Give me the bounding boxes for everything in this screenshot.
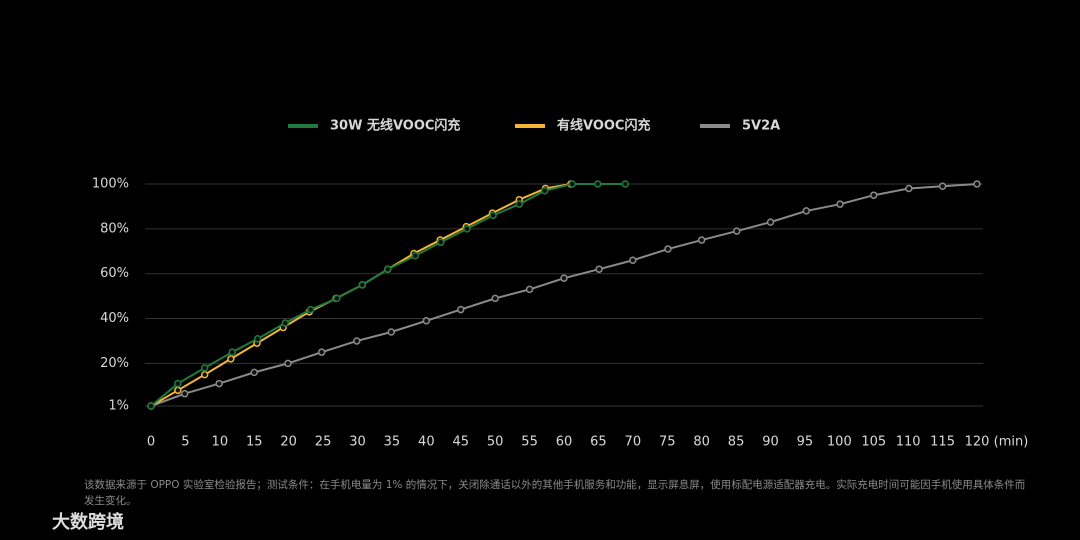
data-point (560, 274, 568, 282)
data-point (905, 184, 913, 193)
data-point (697, 236, 706, 244)
x-tick-label: 60 (556, 435, 573, 450)
watermark: 大数跨境 (52, 512, 124, 533)
x-tick-label: 10 (212, 435, 229, 450)
data-point (411, 252, 420, 260)
x-tick-label: 75 (659, 435, 676, 450)
y-tick-label: 1% (108, 399, 129, 414)
x-tick-label: 85 (728, 435, 745, 450)
x-tick-label: 100 (827, 435, 852, 450)
legend-label: 5V2A (742, 119, 780, 134)
x-axis-label: (min) (994, 435, 1029, 450)
data-point (664, 245, 672, 253)
y-tick-label: 20% (100, 356, 129, 371)
data-point (593, 180, 602, 188)
data-point (870, 191, 878, 199)
data-point (174, 386, 182, 395)
data-point (384, 265, 392, 273)
data-point (281, 319, 289, 327)
x-tick-label: 20 (280, 435, 297, 450)
data-point (437, 238, 445, 247)
data-point (215, 379, 223, 388)
y-tick-label: 40% (100, 311, 129, 326)
data-point (200, 370, 209, 379)
data-point (358, 281, 367, 289)
legend-label: 有线VOOC闪充 (557, 118, 650, 134)
data-point (973, 180, 981, 188)
data-point (250, 368, 258, 377)
data-point (938, 182, 947, 190)
x-tick-label: 105 (861, 435, 886, 450)
data-point (422, 317, 431, 325)
series-line (150, 183, 626, 407)
x-tick-label: 0 (147, 435, 155, 450)
data-point (228, 348, 236, 356)
x-tick-label: 70 (625, 435, 642, 450)
x-tick-label: 120 (965, 435, 990, 450)
data-point (629, 256, 637, 264)
data-point (333, 294, 341, 303)
data-point (317, 348, 326, 356)
data-point (227, 355, 235, 363)
data-point (489, 211, 497, 220)
x-tick-label: 110 (896, 435, 921, 450)
x-tick-label: 55 (521, 435, 538, 450)
legend-label: 30W 无线VOOC闪充 (330, 118, 460, 134)
data-point (766, 218, 775, 226)
data-point (595, 265, 603, 273)
x-tick-label: 40 (418, 435, 435, 450)
data-point (515, 200, 524, 208)
x-tick-label: 65 (590, 435, 607, 450)
data-point (525, 285, 534, 294)
x-tick-label: 80 (693, 435, 710, 450)
data-point (457, 305, 465, 314)
data-point (147, 402, 155, 410)
y-tick-label: 60% (100, 266, 129, 281)
data-point (353, 337, 361, 345)
x-tick-label: 45 (452, 435, 469, 450)
x-tick-label: 5 (181, 435, 189, 450)
x-tick-label: 95 (797, 435, 814, 450)
y-tick-label: 80% (100, 221, 129, 236)
data-point (836, 200, 844, 208)
data-point (491, 294, 499, 303)
data-point (306, 305, 315, 314)
x-tick-label: 90 (762, 435, 779, 450)
x-tick-label: 50 (487, 435, 504, 450)
x-tick-label: 35 (384, 435, 401, 450)
data-point (200, 364, 209, 372)
x-tick-label: 30 (349, 435, 366, 450)
data-point (253, 334, 262, 343)
footnote: 该数据来源于 OPPO 实验室检验报告；测试条件：在手机电量为 1% 的情况下，… (84, 479, 1026, 507)
data-point (387, 328, 395, 336)
x-tick-label: 115 (930, 435, 955, 450)
data-point (174, 379, 182, 388)
data-point (568, 180, 577, 188)
data-point (284, 359, 292, 368)
data-point (733, 227, 741, 235)
data-point (621, 180, 630, 188)
x-tick-label: 15 (246, 435, 263, 450)
y-tick-label: 100% (92, 177, 129, 192)
data-point (463, 225, 471, 233)
data-point (540, 186, 549, 195)
data-point (802, 207, 811, 215)
x-tick-label: 25 (315, 435, 332, 450)
series-line (150, 183, 978, 407)
data-point (180, 389, 189, 398)
